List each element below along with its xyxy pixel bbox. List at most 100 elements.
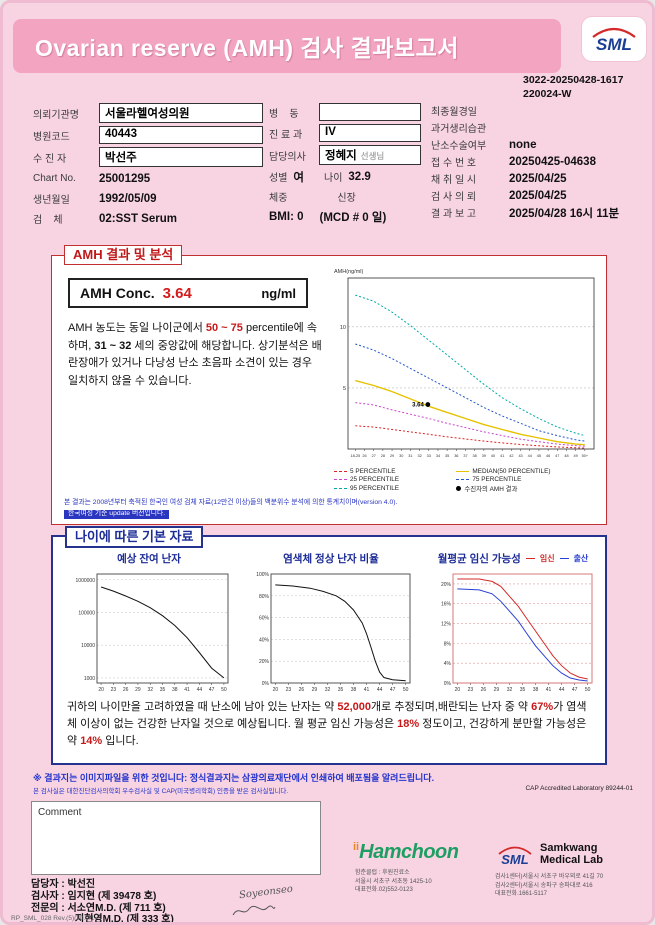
legend-item: MEDIAN(50 PERCENTILE) <box>456 468 600 475</box>
field-ward: 병 동 <box>269 103 421 121</box>
field-value <box>319 103 421 121</box>
analysis-part: AMH 농도는 동일 나이군에서 <box>68 322 206 334</box>
field-label: 접 수 번 호 <box>431 158 477 169</box>
field-label: 의뢰기관명 <box>33 109 79 121</box>
field-value: 2025/04/28 16시 11분 <box>509 208 620 220</box>
svg-text:SML: SML <box>596 35 632 54</box>
field-department: 진 료 과 IV <box>269 124 421 142</box>
legend-birth: 출산 <box>559 553 588 564</box>
field-value: 20250425-04638 <box>509 155 596 168</box>
svg-text:23: 23 <box>111 687 117 693</box>
percentile-range: 50 ~ 75 <box>205 322 243 334</box>
notice-line-2: 본 검사실은 대한진단검사의학회 우수검사실 및 CAP(미국병리학회) 인증을… <box>33 788 289 795</box>
svg-text:31: 31 <box>408 454 412 458</box>
field-label: 수 진 자 <box>33 153 67 165</box>
svg-text:SML: SML <box>501 852 529 867</box>
svg-text:35: 35 <box>520 687 526 693</box>
amh-footnote-2: 한국여성 기준 update 버전입니다. <box>64 509 170 519</box>
field-value: none <box>509 138 537 151</box>
sml-logo-mark: SML <box>592 27 636 54</box>
hamchoon-line-3: 대표전화.02)552-0123 <box>355 887 413 894</box>
normal-egg-pct: 67% <box>531 701 554 713</box>
hamchoon-accent: ii <box>353 841 360 853</box>
svg-text:26: 26 <box>123 687 129 693</box>
summary-part: 가 염색체 이상이 없는 건강한 난자일 것으로 예상됩니다. 월 평균 임신 … <box>67 701 587 731</box>
svg-text:39: 39 <box>482 454 486 458</box>
birth-pct: 14% <box>80 735 103 748</box>
svg-text:10: 10 <box>340 325 346 331</box>
sml-logo: SML <box>582 17 646 61</box>
svg-text:30: 30 <box>399 454 403 458</box>
chromosome-chart-title: 염색체 정상 난자 비율 <box>283 553 379 565</box>
age-value: 32.9 <box>348 170 371 183</box>
basic-data-section: 나이에 따른 기본 자료 예상 잔여 난자 1000000 100000 10000… <box>51 526 607 765</box>
svg-text:26: 26 <box>362 454 366 458</box>
sex-value: 여 <box>293 171 304 184</box>
summary-part: 입니다. <box>102 735 139 748</box>
svg-text:48: 48 <box>564 454 568 458</box>
svg-text:29: 29 <box>312 687 318 693</box>
field-label: 진 료 과 <box>269 129 303 141</box>
field-request-date: 검 사 의 뢰 2025/04/25 <box>431 188 649 204</box>
bmi-value: BMI: 0 <box>269 210 304 223</box>
doctor-suffix: 선생님 <box>360 151 385 161</box>
field-value: 25001295 <box>99 172 151 185</box>
svg-text:44: 44 <box>377 687 383 693</box>
patient-info-left: 의뢰기관명 서울라헬여성의원 병원코드 40443 수 진 자 박선주 Char… <box>33 103 263 227</box>
weight-label: 체중 <box>269 193 288 204</box>
hamchoon-logo: iiHamchoon <box>353 841 459 864</box>
sml-footer-name: Samkwang Medical Lab <box>540 842 603 866</box>
median-age-range: 31 ~ 32 <box>94 339 132 352</box>
svg-text:10000: 10000 <box>81 643 95 649</box>
staff-row: 담당자 : 박선진 <box>31 879 96 890</box>
chromosome-chart-panel: 염색체 정상 난자 비율 100% 80% 60% 40% 20% 0% 20 23 26 29 3… <box>243 551 419 701</box>
svg-text:38: 38 <box>351 687 357 693</box>
svg-text:32: 32 <box>147 687 153 693</box>
field-value: 02:SST Serum <box>99 212 177 225</box>
field-patient-name: 수 진 자 박선주 <box>33 147 263 167</box>
svg-text:41: 41 <box>500 454 504 458</box>
pregnancy-chart-panel: 월평균 임신 가능성 임신 출산 20% 16% 12% 8% 4% 0% 20 23 26 29… <box>425 551 601 701</box>
svg-text:20: 20 <box>98 687 104 693</box>
svg-text:44: 44 <box>197 687 203 693</box>
amh-percentile-chart: 5 10 18-25 26 27 28 29 30 31 32 33 34 35 36 37 38 39 40 41… <box>334 269 595 458</box>
svg-text:45: 45 <box>537 454 541 458</box>
sml-footer-logo: SML Samkwang Medical Lab <box>495 841 603 869</box>
amh-analysis-text: AMH 농도는 동일 나이군에서 50 ~ 75 percentile에 속하며… <box>68 320 322 390</box>
sml-phone: 대표전화.1661-5117 <box>495 891 547 898</box>
svg-text:47: 47 <box>572 687 578 693</box>
summary-part: 정도이고, 건강하게 분만할 가능성은 약 <box>67 718 587 748</box>
mcd-value: (MCD # 0 일) <box>319 211 387 224</box>
signature-1: Soyeonseo <box>238 883 294 902</box>
field-value: 서울라헬여성의원 <box>99 103 263 123</box>
field-receipt-no: 접 수 번 호 20250425-04638 <box>431 154 649 170</box>
svg-text:0%: 0% <box>262 681 270 687</box>
notice-line-1: ※ 결과지는 이미지파일을 위한 것입니다: 정식결과지는 삼광의료재단에서 인… <box>33 773 435 783</box>
legend-line-blue <box>559 558 569 559</box>
examiner-name: 임지현 (제 39478 호) <box>67 890 157 902</box>
svg-text:50+: 50+ <box>582 454 589 458</box>
field-label: 담당의사 <box>269 151 306 163</box>
svg-text:26: 26 <box>481 687 487 693</box>
svg-text:80%: 80% <box>259 594 270 600</box>
amh-conc-box: AMH Conc. 3.64 ng/ml <box>68 278 308 308</box>
svg-text:60%: 60% <box>259 616 270 622</box>
remaining-eggs-value: 52,000 <box>337 701 372 713</box>
field-hospital-code: 병원코드 40443 <box>33 126 263 144</box>
svg-text:20: 20 <box>273 687 279 693</box>
mini-charts-row: 예상 잔여 난자 1000000 100000 10000 1000 20 23 26 29 3… <box>61 551 601 701</box>
field-label: 과거생리습관 <box>431 124 487 135</box>
amh-conc-unit: ng/ml <box>261 285 296 301</box>
accession-numbers: 3022-20250428-1617 220024-W <box>523 73 623 101</box>
field-label: 검 사 의 뢰 <box>431 192 477 203</box>
svg-text:42: 42 <box>509 454 513 458</box>
accession-number-1: 3022-20250428-1617 <box>523 74 624 86</box>
svg-text:100000: 100000 <box>78 610 95 616</box>
cap-accreditation: CAP Accredited Laboratory 89244-01 <box>525 785 633 792</box>
field-label: 생년월일 <box>33 195 70 206</box>
svg-text:50: 50 <box>221 687 227 693</box>
svg-text:35: 35 <box>445 454 449 458</box>
hamchoon-info: 함춘클럽 : 후원진료소 서울시 서초구 서초동 1425-10 대표전화.02… <box>355 869 432 895</box>
sml-address-2: 검사2센터)서울시 송파구 송파대로 416 <box>495 882 593 889</box>
